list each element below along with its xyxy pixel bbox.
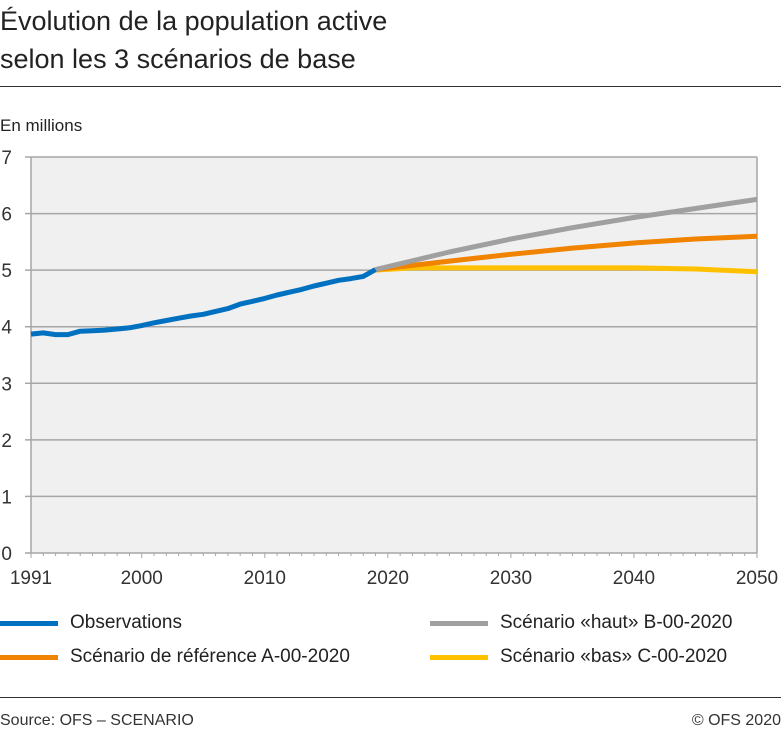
y-tick-label: 0 bbox=[1, 544, 12, 565]
x-tick-label: 2030 bbox=[490, 568, 532, 589]
y-tick-label: 7 bbox=[1, 148, 12, 169]
legend-item-low: Scénario «bas» C-00-2020 bbox=[430, 646, 727, 668]
series-line-2 bbox=[375, 233, 758, 273]
y-tick-label: 2 bbox=[1, 431, 12, 452]
x-tick-label: 2040 bbox=[613, 568, 655, 589]
copyright-note: © OFS 2020 bbox=[691, 712, 781, 729]
y-tick-label: 6 bbox=[1, 205, 12, 226]
x-tick-label: 1991 bbox=[10, 568, 52, 589]
y-tick-label: 4 bbox=[1, 318, 12, 339]
x-tick-label: 2000 bbox=[121, 568, 163, 589]
series-line-3 bbox=[375, 265, 758, 275]
title-line-1: Évolution de la population active bbox=[0, 6, 388, 36]
legend-swatch bbox=[430, 654, 488, 660]
legend-item-reference: Scénario de référence A-00-2020 bbox=[0, 646, 350, 668]
y-tick-label: 5 bbox=[1, 261, 12, 282]
legend-item-high: Scénario «haut» B-00-2020 bbox=[430, 612, 732, 634]
x-tick-label: 2010 bbox=[244, 568, 286, 589]
legend-label: Scénario de référence A-00-2020 bbox=[70, 646, 350, 667]
x-tick-label: 2050 bbox=[736, 568, 778, 589]
legend-label: Scénario «bas» C-00-2020 bbox=[500, 646, 728, 667]
plot-background bbox=[31, 157, 757, 553]
series-line-0 bbox=[30, 267, 377, 338]
legend-label: Observations bbox=[70, 612, 182, 633]
bottom-rule bbox=[0, 697, 781, 698]
legend-swatch bbox=[0, 654, 58, 660]
legend-label: Scénario «haut» B-00-2020 bbox=[500, 612, 733, 633]
source-note: Source: OFS – SCENARIO bbox=[0, 712, 194, 729]
top-rule bbox=[0, 86, 781, 87]
title-line-2: selon les 3 scénarios de base bbox=[0, 44, 356, 74]
plot-area: 0 1 2 3 4 5 6 7 1991 2000 2010 2020 2030 2040 2050 bbox=[1, 148, 778, 589]
y-tick-label: 3 bbox=[1, 374, 12, 395]
y-axis-label: En millions bbox=[0, 116, 83, 135]
legend-item-observations: Observations bbox=[0, 612, 182, 634]
series-line-1 bbox=[374, 196, 758, 273]
legend-swatch bbox=[430, 620, 488, 626]
legend-swatch bbox=[0, 620, 58, 626]
x-tick-label: 2020 bbox=[367, 568, 409, 589]
y-tick-label: 1 bbox=[1, 487, 12, 508]
chart-title: Évolution de la population active selon l… bbox=[0, 2, 387, 78]
